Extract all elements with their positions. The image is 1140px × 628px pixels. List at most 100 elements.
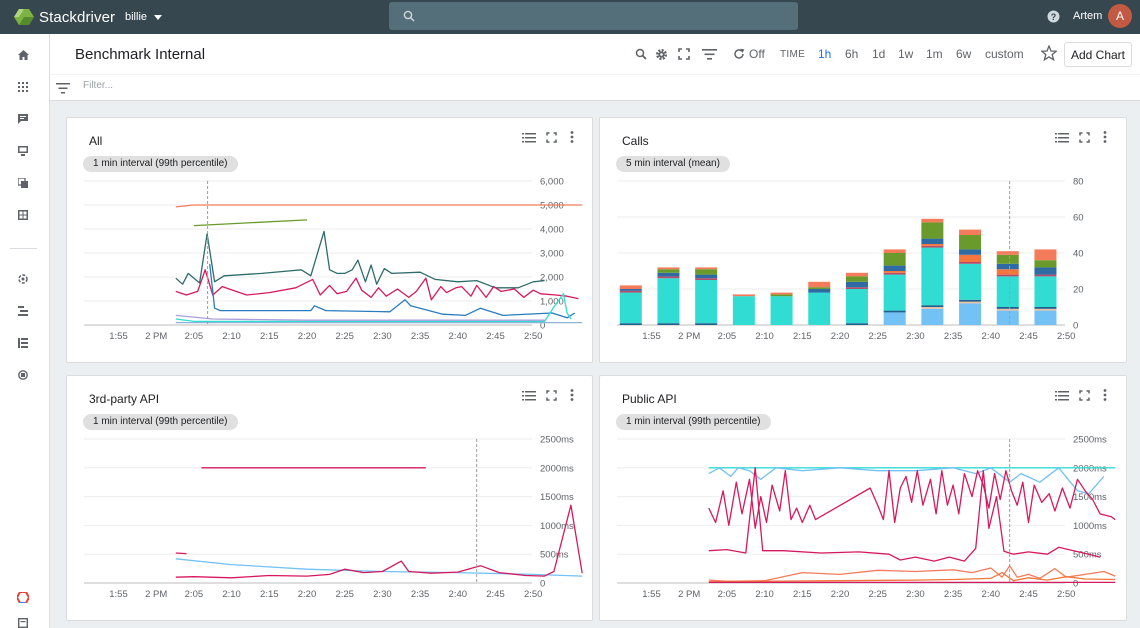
x-tick-label: 2:50	[524, 589, 543, 600]
x-tick-label: 2 PM	[678, 331, 700, 342]
bar-segment	[996, 310, 1019, 325]
trace-icon[interactable]	[16, 272, 30, 286]
y-tick-label: 5,000	[540, 201, 564, 212]
x-tick-label: 2:20	[298, 589, 317, 600]
expand-chart-icon[interactable]	[546, 389, 560, 403]
y-tick-label: 1,000	[540, 297, 564, 308]
x-tick-label: 2:45	[486, 331, 505, 342]
bar-segment	[883, 274, 906, 311]
legend-list-icon[interactable]	[522, 131, 536, 145]
caret-down-icon	[154, 14, 163, 20]
series-line	[175, 314, 545, 321]
apps-grid-icon[interactable]	[16, 80, 30, 94]
bar-segment	[996, 263, 1019, 270]
search-icon[interactable]	[634, 47, 648, 61]
series-line	[708, 470, 1116, 529]
x-tick-label: 2:40	[982, 331, 1001, 342]
bar-segment	[770, 292, 793, 295]
logs-icon[interactable]	[16, 304, 30, 318]
chart-plot: 0 500ms 1000ms 1500ms 2000ms 2500ms 1:55 2 PM 2:…	[84, 435, 583, 600]
bar-segment	[959, 301, 982, 304]
y-tick-label: 2,000	[540, 273, 564, 284]
filter-lines-icon[interactable]	[701, 47, 717, 61]
interval-chip: 1 min interval (99th percentile)	[83, 156, 238, 172]
stackdriver-icon	[14, 9, 34, 25]
cloud-logo-icon[interactable]	[16, 590, 30, 604]
range-1h[interactable]: 1h	[818, 47, 832, 61]
bar-segment	[959, 299, 982, 302]
series-line	[708, 467, 1105, 495]
more-options-icon[interactable]	[1103, 131, 1117, 145]
chat-icon[interactable]	[16, 112, 30, 126]
x-tick-label: 2:35	[411, 589, 430, 600]
bar-segment	[921, 244, 944, 246]
y-tick-label: 0	[540, 579, 545, 590]
y-tick-label: 1000ms	[1073, 521, 1107, 532]
bar-segment	[657, 278, 680, 324]
more-options-icon[interactable]	[1103, 389, 1117, 403]
range-1w[interactable]: 1w	[898, 47, 914, 61]
series-line	[175, 230, 545, 289]
list-icon[interactable]	[16, 336, 30, 350]
debug-icon[interactable]	[16, 368, 30, 382]
avatar[interactable]: A	[1108, 4, 1132, 28]
copy-icon[interactable]	[16, 176, 30, 190]
legend-list-icon[interactable]	[522, 389, 536, 403]
page-title: Benchmark Internal	[75, 46, 206, 63]
filter-icon[interactable]	[56, 83, 70, 94]
bar-segment	[619, 290, 642, 293]
range-6h[interactable]: 6h	[845, 47, 859, 61]
more-options-icon[interactable]	[570, 389, 584, 403]
expand-chart-icon[interactable]	[1079, 389, 1093, 403]
range-custom[interactable]: custom	[985, 47, 1024, 61]
range-6w[interactable]: 6w	[956, 47, 972, 61]
y-tick-label: 0	[1073, 321, 1078, 332]
doc-icon[interactable]	[16, 616, 30, 628]
table-icon[interactable]	[16, 208, 30, 222]
more-options-icon[interactable]	[570, 131, 584, 145]
x-tick-label: 2 PM	[145, 331, 167, 342]
monitor-icon[interactable]	[16, 144, 30, 158]
series-line	[708, 571, 1116, 583]
star-icon[interactable]	[1041, 45, 1057, 61]
stackdriver-logo[interactable]: Stackdriver	[14, 8, 122, 26]
bar-segment	[959, 229, 982, 235]
bar-segment	[996, 269, 1019, 275]
bar-segment	[959, 262, 982, 264]
series-line	[175, 269, 579, 301]
bar-segment	[1034, 310, 1057, 325]
expand-chart-icon[interactable]	[1079, 131, 1093, 145]
y-tick-label: 3,000	[540, 249, 564, 260]
search-input[interactable]	[389, 2, 798, 30]
project-selector[interactable]: billie	[125, 11, 163, 23]
legend-list-icon[interactable]	[1055, 131, 1069, 145]
bar-segment	[1034, 249, 1057, 261]
interval-chip: 1 min interval (99th percentile)	[616, 414, 771, 430]
x-tick-label: 2:10	[222, 589, 241, 600]
bar-segment	[959, 263, 982, 300]
x-tick-label: 2:10	[755, 331, 774, 342]
bar-segment	[695, 323, 718, 325]
range-1d[interactable]: 1d	[872, 47, 886, 61]
fullscreen-icon[interactable]	[677, 47, 691, 61]
x-tick-label: 2:45	[1019, 331, 1038, 342]
range-1m[interactable]: 1m	[926, 47, 943, 61]
bar-segment	[770, 294, 793, 297]
x-tick-label: 2:10	[222, 331, 241, 342]
home-icon[interactable]	[16, 48, 30, 62]
x-tick-label: 2:25	[335, 589, 354, 600]
help-icon[interactable]: ?	[1047, 10, 1060, 23]
refresh-label: Off	[749, 47, 765, 61]
x-tick-label: 2:25	[868, 331, 887, 342]
gear-icon[interactable]	[654, 47, 668, 61]
expand-chart-icon[interactable]	[546, 131, 560, 145]
auto-refresh-toggle[interactable]: Off	[733, 47, 765, 61]
bar-segment	[845, 281, 868, 288]
x-tick-label: 2:05	[185, 589, 204, 600]
add-chart-button[interactable]: Add Chart	[1064, 42, 1132, 67]
legend-list-icon[interactable]	[1055, 389, 1069, 403]
series-line	[175, 504, 583, 579]
x-tick-label: 2:15	[260, 331, 279, 342]
bar-segment	[845, 289, 868, 324]
filter-input[interactable]	[83, 80, 483, 91]
